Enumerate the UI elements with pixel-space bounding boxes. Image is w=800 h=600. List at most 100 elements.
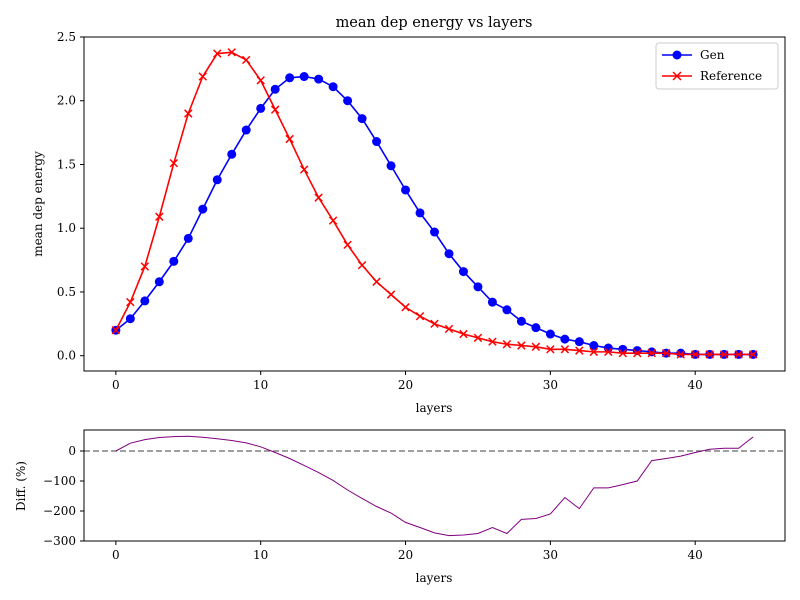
reference-point: [314, 193, 323, 202]
reference-point: [256, 76, 265, 85]
energy-x-tick-label: 30: [543, 378, 558, 392]
gen-point: [212, 175, 222, 185]
diff-x-axis-label: layers: [416, 571, 453, 585]
energy-chart: mean dep energy vs layers 0 10 20 30 40 0.0 0…: [31, 15, 786, 415]
reference-point: [415, 311, 425, 321]
reference-point: [690, 350, 700, 359]
reference-point: [502, 339, 512, 349]
legend-reference-label: Reference: [700, 69, 762, 83]
gen-point: [589, 341, 599, 351]
reference-point: [444, 324, 454, 334]
reference-point: [647, 348, 656, 358]
gen-point: [357, 114, 367, 124]
diff-y-tick-label: −200: [43, 504, 76, 518]
energy-x-axis-label: layers: [416, 401, 453, 415]
gen-point: [386, 161, 396, 171]
diff-x-tick-label: 0: [112, 548, 120, 562]
reference-point: [734, 350, 743, 359]
reference-point: [184, 109, 193, 118]
gen-point: [183, 233, 193, 243]
reference-point: [169, 158, 179, 168]
energy-y-tick-label: 2.0: [57, 94, 76, 108]
reference-point: [285, 134, 294, 144]
energy-y-tick-label: 0.0: [57, 349, 76, 363]
reference-point: [140, 262, 150, 271]
gen-point: [415, 208, 425, 218]
reference-point: [662, 348, 671, 358]
reference-point: [430, 319, 439, 329]
chart-title: mean dep energy vs layers: [336, 15, 533, 31]
gen-point: [343, 96, 353, 106]
energy-x-ticks: 0 10 20 30 40: [112, 371, 703, 392]
reference-point: [213, 49, 222, 58]
gen-point: [545, 329, 555, 339]
reference-point: [719, 350, 729, 359]
gen-point: [140, 296, 150, 306]
gen-point: [241, 125, 251, 135]
gen-point: [487, 297, 497, 307]
reference-point: [589, 347, 599, 357]
diff-series: [115, 435, 754, 537]
energy-x-tick-label: 20: [398, 378, 413, 392]
gen-point: [444, 249, 454, 259]
gen-point: [401, 185, 411, 195]
diff-y-ticks: 0 −100 −200 −300: [43, 444, 84, 548]
gen-point: [314, 74, 324, 84]
energy-y-tick-label: 2.5: [57, 30, 76, 44]
legend: Gen Reference: [655, 42, 779, 90]
energy-x-tick-label: 0: [112, 378, 120, 392]
reference-point: [517, 341, 526, 350]
gen-point: [430, 227, 439, 237]
reference-point: [227, 48, 236, 57]
reference-point: [705, 350, 714, 359]
gen-point: [328, 82, 338, 92]
reference-point: [604, 347, 613, 357]
energy-y-ticks: 0.0 0.5 1.0 1.5 2.0 2.5: [57, 30, 84, 363]
diff-x-tick-label: 30: [543, 548, 558, 562]
reference-point: [560, 345, 570, 354]
gen-point: [125, 314, 135, 324]
diff-plot-frame: [83, 429, 786, 542]
diff-x-tick-label: 10: [253, 548, 268, 562]
reference-point: [459, 329, 468, 339]
energy-y-axis-label: mean dep energy: [31, 151, 45, 257]
gen-point: [647, 347, 657, 357]
reference-point: [241, 55, 251, 65]
gen-point: [676, 348, 686, 358]
gen-point: [502, 305, 512, 315]
legend-reference-marker: [672, 71, 682, 81]
reference-point: [488, 337, 497, 346]
energy-x-tick-label: 10: [253, 378, 268, 392]
gen-point: [198, 204, 208, 214]
reference-point: [401, 303, 410, 312]
energy-plot-area: [84, 37, 785, 371]
gen-point: [299, 72, 309, 82]
reference-point: [575, 346, 584, 355]
gen-point: [270, 84, 280, 94]
gen-point: [458, 267, 468, 277]
diff-plot-area: [84, 430, 785, 541]
reference-point: [386, 290, 396, 299]
gen-point: [516, 316, 526, 326]
diff-x-tick-label: 20: [398, 548, 413, 562]
energy-y-tick-label: 0.5: [57, 285, 76, 299]
reference-point: [343, 240, 352, 250]
reference-point: [676, 350, 685, 359]
gen-point: [154, 277, 164, 287]
reference-point: [270, 105, 280, 114]
gen-point: [574, 337, 584, 347]
diff-y-tick-label: 0: [68, 444, 76, 458]
gen-point: [531, 323, 541, 333]
diff-x-tick-label: 40: [688, 548, 703, 562]
reference-point: [126, 297, 135, 307]
gen-point: [473, 282, 483, 292]
reference-point: [618, 348, 628, 358]
energy-plot-frame: [83, 36, 786, 372]
energy-y-tick-label: 1.5: [57, 157, 76, 171]
reference-point: [748, 350, 758, 359]
reference-point: [633, 348, 642, 358]
reference-point: [328, 216, 338, 225]
energy-x-tick-label: 40: [688, 378, 703, 392]
gen-point: [285, 73, 295, 83]
